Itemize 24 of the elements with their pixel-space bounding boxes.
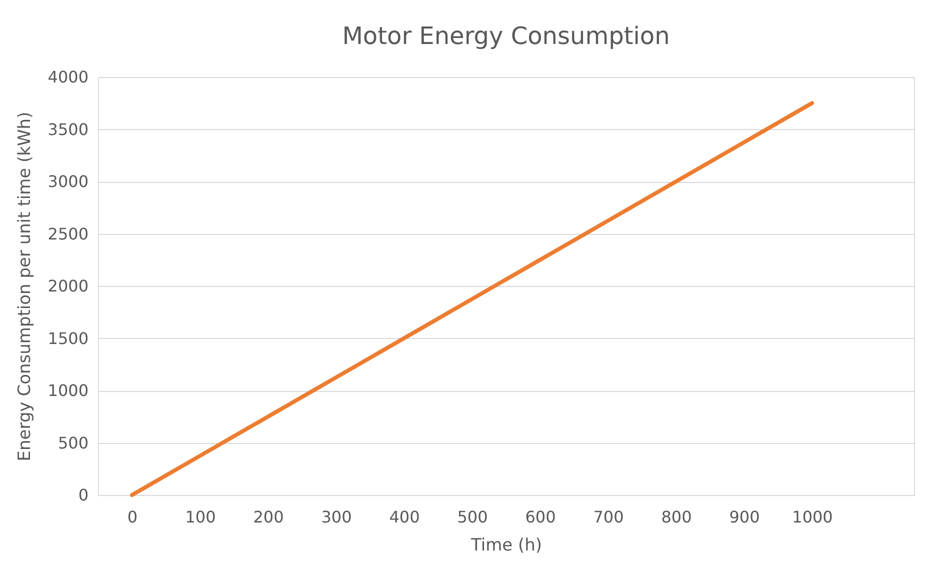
y-axis-title: Energy Consumption per unit time (kWh) xyxy=(14,112,35,462)
y-tick-label: 0 xyxy=(78,486,88,504)
x-tick-label: 800 xyxy=(661,508,692,526)
x-tick-label: 500 xyxy=(457,508,488,526)
x-tick-label: 900 xyxy=(729,508,760,526)
chart-title: Motor Energy Consumption xyxy=(342,22,670,50)
x-tick-label: 700 xyxy=(593,508,624,526)
x-axis-title: Time (h) xyxy=(470,536,542,556)
y-tick-label: 2500 xyxy=(48,224,88,244)
x-tick-label: 600 xyxy=(525,508,556,526)
y-tick-label: 3500 xyxy=(48,120,88,139)
x-tick-label: 100 xyxy=(185,508,216,526)
x-tick-label: 200 xyxy=(253,508,284,526)
x-tick-label: 300 xyxy=(321,508,352,526)
y-tick-label: 4000 xyxy=(48,68,88,86)
y-tick-label: 2000 xyxy=(48,276,88,296)
x-tick-label: 1000 xyxy=(792,508,833,526)
y-tick-label: 1500 xyxy=(48,328,88,348)
x-tick-label: 0 xyxy=(127,508,138,526)
y-tick-label: 500 xyxy=(58,433,88,452)
y-tick-label: 3000 xyxy=(48,172,88,191)
x-tick-label: 400 xyxy=(389,508,420,526)
y-tick-label: 1000 xyxy=(48,381,88,400)
line-series xyxy=(130,101,814,497)
